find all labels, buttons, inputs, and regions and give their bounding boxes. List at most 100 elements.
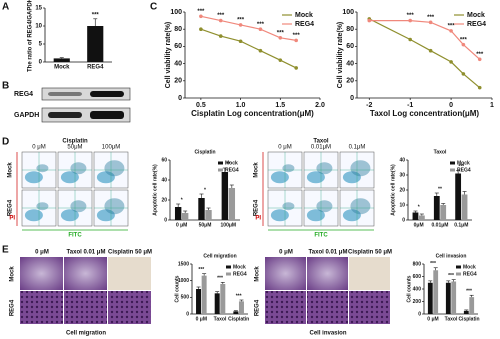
- bar: [196, 289, 202, 314]
- bar: [87, 26, 104, 62]
- micrograph: [108, 291, 151, 324]
- micrograph: [265, 257, 306, 290]
- legend-swatch: [226, 272, 231, 276]
- x-tick-label: 50μM: [199, 222, 212, 228]
- micro-caption: Cell invasion: [309, 331, 346, 337]
- micro-column: Taxol 0.01 μM: [309, 250, 348, 256]
- micro-row: REG4: [255, 299, 261, 316]
- y-axis-label: Cell viability rate(%): [165, 22, 172, 89]
- y-tick-label: 40: [174, 60, 182, 67]
- flow-row: Mock: [254, 162, 260, 178]
- significance: ***: [448, 273, 454, 279]
- micro-column: Cisplatin 50 μM: [348, 250, 392, 256]
- y-tick-label: 40: [399, 157, 405, 163]
- x-tick-label: 0 μM: [427, 316, 438, 322]
- y-axis-label: The ratio of REG4/GAPDH: [28, 0, 34, 72]
- x-tick-label: 0 μM: [176, 222, 187, 228]
- flow-cloud: [306, 209, 325, 222]
- point: [218, 34, 223, 38]
- flow-x-axis: FITC: [68, 233, 82, 239]
- panel-letter: D: [2, 137, 9, 148]
- legend-label: REG4: [225, 167, 239, 173]
- bar: [220, 284, 226, 314]
- flow-column: 0.01μM: [311, 145, 331, 151]
- bar: [461, 194, 468, 220]
- flow-cloud: [24, 171, 43, 184]
- flow-cloud: [96, 171, 115, 184]
- micrograph: [20, 257, 63, 290]
- blot-band: [48, 112, 82, 118]
- x-tick-label: Taxol: [214, 316, 227, 322]
- micrograph: [20, 291, 63, 324]
- y-tick-label: 40: [346, 60, 354, 67]
- flow-cloud: [350, 160, 371, 177]
- chart-title: Cell migration: [203, 253, 236, 259]
- significance: ***: [236, 293, 242, 299]
- x-axis-label: Taxol Log concentration(μM): [370, 109, 480, 118]
- bar: [201, 275, 207, 314]
- significance: ***: [430, 261, 436, 267]
- y-tick-label: 100: [342, 9, 354, 16]
- significance: *: [204, 187, 206, 193]
- flow-cloud: [60, 171, 79, 184]
- chart-title: Cisplatin: [194, 149, 215, 155]
- significance: ***: [197, 9, 205, 15]
- point: [477, 85, 482, 90]
- micro-column: 0 μM: [35, 250, 49, 256]
- significance: ***: [217, 276, 223, 282]
- micro-column: 0 μM: [279, 250, 293, 256]
- panel-letter: A: [2, 2, 9, 13]
- legend-swatch: [450, 161, 455, 165]
- x-tick-label: Taxol: [445, 316, 458, 322]
- y-tick-label: 10: [35, 24, 42, 30]
- flow-row: REG4: [254, 199, 260, 216]
- flow-cloud: [270, 209, 289, 222]
- x-tick-label: 1.0: [236, 102, 246, 109]
- x-tick-label: 0 μM: [196, 316, 207, 322]
- y-tick-label: 500: [181, 295, 190, 301]
- y-tick-label: 600: [413, 274, 422, 280]
- micro-caption: Cell migration: [66, 331, 106, 337]
- legend-label: Mock: [233, 264, 246, 270]
- flow-y-axis: PI: [9, 216, 15, 222]
- bar: [412, 212, 419, 220]
- legend-swatch: [218, 161, 223, 165]
- x-tick-label: Cisplatin: [228, 316, 249, 322]
- y-tick-label: 15: [35, 6, 42, 12]
- legend-swatch: [456, 272, 461, 276]
- micrograph: [108, 257, 151, 290]
- bar: [463, 310, 469, 314]
- bar: [228, 188, 236, 220]
- bar: [238, 301, 244, 314]
- significance: *: [181, 197, 183, 203]
- y-tick-label: 10: [399, 202, 405, 208]
- y-tick-label: 0: [178, 95, 182, 102]
- y-tick-label: 0: [418, 311, 421, 317]
- legend-label: Mock: [225, 160, 238, 166]
- y-tick-label: 5: [39, 42, 43, 48]
- micrograph: [265, 291, 306, 324]
- flow-column: 50μM: [67, 145, 82, 151]
- flow-column: 100μM: [102, 145, 120, 151]
- point: [408, 18, 412, 23]
- y-tick-label: 0: [350, 95, 354, 102]
- micro-column: Cisplatin 50 μM: [108, 250, 152, 256]
- micro-column: Taxol 0.01 μM: [67, 250, 106, 256]
- bar: [174, 207, 182, 220]
- x-tick-label: 2.0: [315, 102, 325, 109]
- y-tick-label: 400: [413, 286, 422, 292]
- series-line: [200, 15, 297, 41]
- x-tick-label: 1: [490, 102, 494, 109]
- point: [218, 18, 223, 23]
- y-tick-label: 1000: [178, 278, 189, 284]
- flow-cloud: [60, 209, 79, 222]
- legend-label: REG4: [457, 167, 471, 173]
- flow-column: 0 μM: [278, 145, 291, 151]
- y-tick-label: 20: [174, 78, 182, 85]
- y-tick-label: 800: [413, 261, 422, 267]
- bar: [433, 196, 440, 220]
- point: [461, 72, 466, 76]
- y-tick-label: 60: [161, 157, 167, 163]
- legend-label: REG4: [467, 21, 486, 28]
- point: [199, 27, 203, 32]
